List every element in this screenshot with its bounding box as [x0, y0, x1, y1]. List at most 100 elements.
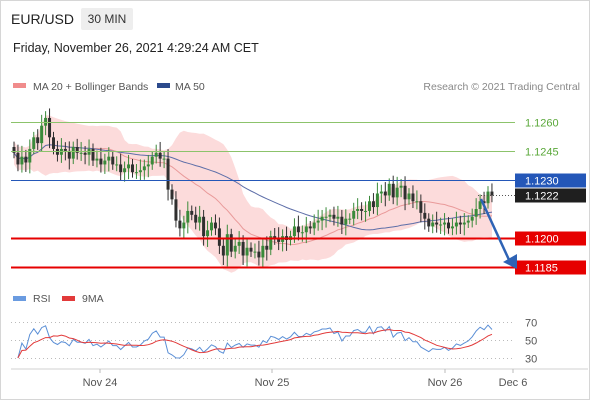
candle [71, 141, 75, 165]
x-tick-label: Nov 24 [83, 377, 118, 389]
candle [24, 149, 28, 172]
candle [67, 141, 71, 170]
candle [431, 214, 435, 234]
level-tag [515, 260, 586, 275]
candle [328, 209, 332, 223]
candle [356, 198, 360, 220]
candle [470, 208, 474, 228]
candle [154, 144, 158, 164]
ma20-legend-label: MA 20 + Bollinger Bands [33, 81, 148, 93]
candle [225, 224, 229, 267]
candle [103, 153, 107, 174]
candle [44, 111, 48, 136]
candle [458, 215, 462, 234]
rsi-9ma-line [17, 329, 493, 359]
candle [111, 151, 115, 170]
candle [261, 239, 265, 267]
candle [368, 195, 371, 217]
candle [443, 213, 447, 236]
candle [194, 206, 198, 230]
candle [478, 194, 482, 219]
x-tick-label: Nov 25 [255, 377, 290, 389]
candle [423, 203, 427, 230]
candle [340, 209, 344, 234]
candle [474, 198, 478, 225]
candle [387, 178, 391, 201]
x-axis: Nov 24 Nov 25 Nov 26 Dec 6 [83, 369, 527, 389]
candle [435, 211, 439, 233]
candle [210, 217, 213, 236]
candle [360, 202, 364, 221]
candle [182, 215, 186, 238]
candle [348, 213, 352, 225]
candle [316, 209, 320, 231]
candle [265, 236, 269, 261]
level-label: 1.1200 [525, 234, 559, 246]
candle [229, 228, 233, 258]
candle [324, 207, 328, 228]
candle [427, 213, 431, 232]
candle [352, 202, 356, 226]
candle [241, 235, 245, 265]
candle [383, 182, 387, 207]
candle [12, 141, 16, 159]
candle [407, 188, 411, 205]
candle [138, 159, 142, 181]
candle [245, 238, 249, 267]
level-label-green: 1.1260 [525, 118, 559, 130]
rsi-legend-label: RSI [33, 293, 51, 305]
candle [447, 217, 450, 234]
candle [20, 145, 24, 173]
candle [415, 190, 419, 210]
candle [221, 239, 225, 265]
candle [158, 141, 162, 167]
level-tag [515, 173, 586, 188]
timeframe-button[interactable]: 30 MIN [81, 8, 133, 30]
forecast-arrow [479, 198, 517, 269]
candle [52, 131, 55, 155]
candle [115, 156, 119, 172]
candle [202, 209, 206, 246]
candle [28, 139, 32, 174]
candle [198, 205, 202, 231]
rsi-legend-swatch [13, 296, 26, 301]
candle [332, 206, 336, 226]
candle [253, 243, 257, 259]
candle [119, 153, 123, 181]
symbol-title[interactable]: EUR/USD [11, 11, 75, 27]
candle [312, 214, 316, 236]
rsi-tick-label: 70 [525, 318, 537, 330]
candle [178, 209, 182, 237]
9ma-legend-swatch [62, 296, 75, 301]
9ma-legend-label: 9MA [82, 293, 104, 305]
candle [95, 150, 99, 168]
candle [166, 149, 170, 201]
candle [146, 154, 150, 178]
candle [364, 201, 368, 222]
candle [40, 114, 44, 152]
candle [206, 220, 210, 247]
candle [48, 108, 52, 149]
candle [308, 221, 312, 234]
rsi-tick-label: 30 [525, 354, 537, 366]
level-label-green: 1.1245 [525, 147, 559, 159]
candle [213, 214, 217, 236]
candle [142, 159, 146, 180]
candle [75, 138, 79, 160]
bollinger-band [14, 115, 492, 273]
candle [217, 217, 221, 254]
candle [439, 217, 443, 234]
candle [186, 201, 190, 234]
candle [403, 176, 407, 211]
rsi-tick-label: 50 [525, 336, 537, 348]
candle [16, 144, 20, 172]
rsi-line [17, 324, 493, 359]
credit-label: Research © 2021 Trading Central [423, 81, 580, 93]
price-plot-area [12, 108, 494, 273]
candle [36, 129, 40, 150]
ma20-legend-swatch [13, 83, 26, 88]
candle [379, 184, 383, 203]
candle [91, 143, 95, 166]
candle [371, 193, 375, 214]
